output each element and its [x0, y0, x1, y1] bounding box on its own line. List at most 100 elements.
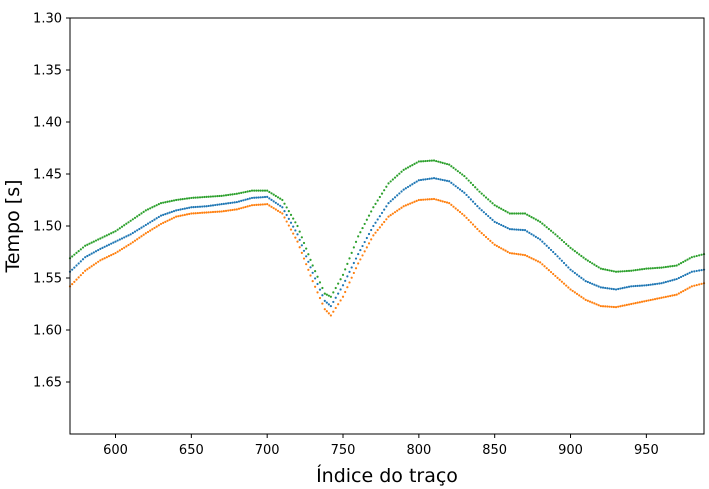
data-point	[623, 270, 626, 273]
data-point	[543, 265, 546, 268]
data-point	[608, 305, 611, 308]
data-point	[289, 228, 293, 231]
data-point	[337, 282, 340, 285]
data-point	[662, 296, 665, 299]
data-point	[372, 234, 375, 237]
data-point	[149, 207, 152, 210]
data-point	[621, 270, 624, 273]
data-point	[565, 284, 568, 287]
data-point	[339, 288, 342, 291]
data-point	[504, 249, 507, 252]
data-point	[552, 272, 555, 276]
data-point	[153, 226, 156, 230]
data-point	[487, 214, 490, 218]
data-point	[658, 282, 661, 285]
data-point	[625, 269, 628, 273]
data-point	[257, 196, 260, 199]
data-point	[332, 291, 335, 294]
data-point	[365, 218, 368, 221]
data-point	[478, 230, 481, 233]
data-point	[159, 202, 163, 205]
data-point	[684, 259, 687, 262]
data-point	[344, 279, 347, 282]
data-point	[463, 214, 466, 217]
data-point	[114, 240, 117, 243]
data-point	[203, 211, 206, 214]
data-point	[614, 288, 618, 291]
data-point	[294, 221, 297, 224]
data-point	[218, 210, 221, 213]
data-point	[461, 173, 464, 176]
data-point	[378, 226, 381, 229]
data-point	[404, 204, 407, 207]
data-point	[445, 179, 449, 182]
data-point	[387, 202, 390, 205]
data-point	[253, 203, 256, 207]
data-point	[409, 165, 412, 168]
data-point	[554, 233, 557, 236]
data-point	[153, 218, 156, 221]
data-point	[424, 159, 427, 163]
data-point	[183, 197, 186, 200]
data-point	[164, 220, 167, 223]
data-point	[482, 194, 485, 197]
data-point	[323, 308, 326, 311]
data-point	[140, 226, 143, 229]
data-point	[231, 193, 234, 196]
data-point	[276, 203, 280, 206]
data-point	[402, 168, 405, 171]
data-point	[352, 246, 355, 249]
data-point	[201, 196, 204, 199]
data-point	[380, 192, 384, 195]
data-point	[75, 278, 78, 281]
data-point	[162, 201, 165, 204]
data-point	[521, 253, 524, 256]
data-point	[94, 262, 98, 265]
data-point	[92, 251, 95, 254]
data-point	[599, 267, 602, 270]
data-point	[298, 246, 301, 249]
data-point	[593, 283, 596, 286]
data-point	[586, 280, 589, 284]
data-point	[136, 229, 139, 232]
data-point	[192, 196, 195, 199]
data-point	[88, 266, 91, 269]
data-point	[606, 268, 609, 272]
data-point	[534, 218, 537, 221]
data-point	[372, 224, 375, 228]
data-point	[374, 221, 377, 224]
data-point	[120, 247, 124, 251]
data-point	[348, 257, 351, 260]
data-point	[103, 257, 106, 260]
data-point	[575, 251, 579, 254]
data-point	[497, 246, 501, 249]
data-point	[523, 212, 527, 215]
data-point	[532, 258, 535, 261]
data-point	[220, 203, 223, 206]
data-point	[298, 238, 301, 241]
data-point	[181, 198, 184, 201]
data-point	[279, 211, 282, 214]
data-point	[571, 289, 574, 293]
data-point	[266, 189, 269, 192]
data-point	[569, 288, 572, 291]
data-point	[653, 266, 657, 270]
data-point	[658, 266, 661, 269]
data-point	[296, 224, 299, 228]
data-point	[688, 286, 691, 289]
data-point	[556, 276, 559, 279]
data-point	[374, 231, 377, 234]
data-point	[97, 260, 100, 263]
data-point	[586, 299, 589, 302]
data-point	[417, 179, 420, 182]
data-point	[240, 199, 243, 202]
data-point	[86, 268, 89, 271]
data-point	[92, 263, 95, 266]
data-point	[656, 266, 659, 269]
data-point	[426, 198, 429, 201]
data-point	[422, 178, 425, 181]
data-point	[218, 194, 221, 198]
data-point	[679, 262, 683, 265]
data-point	[660, 282, 663, 285]
